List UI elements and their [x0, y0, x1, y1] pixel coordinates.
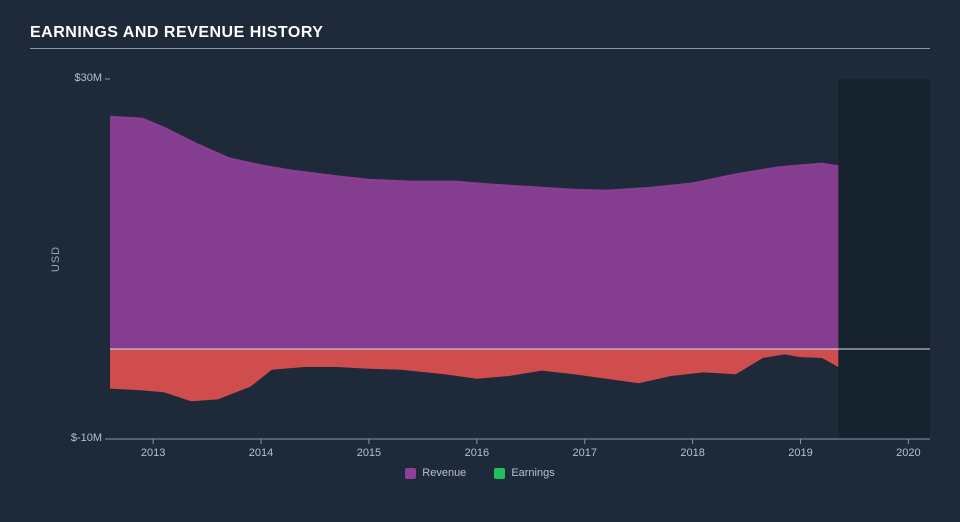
chart-legend: Revenue Earnings: [30, 467, 930, 479]
y-tick-label: $30M: [42, 72, 102, 84]
chart-plot: [30, 59, 930, 479]
x-tick-label: 2014: [249, 447, 273, 459]
y-axis-label: USD: [50, 246, 62, 272]
chart-title: EARNINGS AND REVENUE HISTORY: [30, 24, 930, 42]
legend-swatch: [405, 468, 416, 479]
legend-swatch: [494, 468, 505, 479]
title-divider: [30, 48, 930, 49]
legend-item: Earnings: [494, 467, 554, 479]
chart-container: USD Revenue Earnings $-10M $30M 2013 2014 201…: [30, 59, 930, 479]
legend-item: Revenue: [405, 467, 466, 479]
x-tick-label: 2019: [788, 447, 812, 459]
x-tick-label: 2016: [465, 447, 489, 459]
x-tick-label: 2020: [896, 447, 920, 459]
x-tick-label: 2018: [680, 447, 704, 459]
y-tick-label: $-10M: [42, 432, 102, 444]
legend-label: Earnings: [511, 467, 554, 479]
x-tick-label: 2017: [572, 447, 596, 459]
legend-label: Revenue: [422, 467, 466, 479]
x-tick-label: 2015: [357, 447, 381, 459]
x-tick-label: 2013: [141, 447, 165, 459]
